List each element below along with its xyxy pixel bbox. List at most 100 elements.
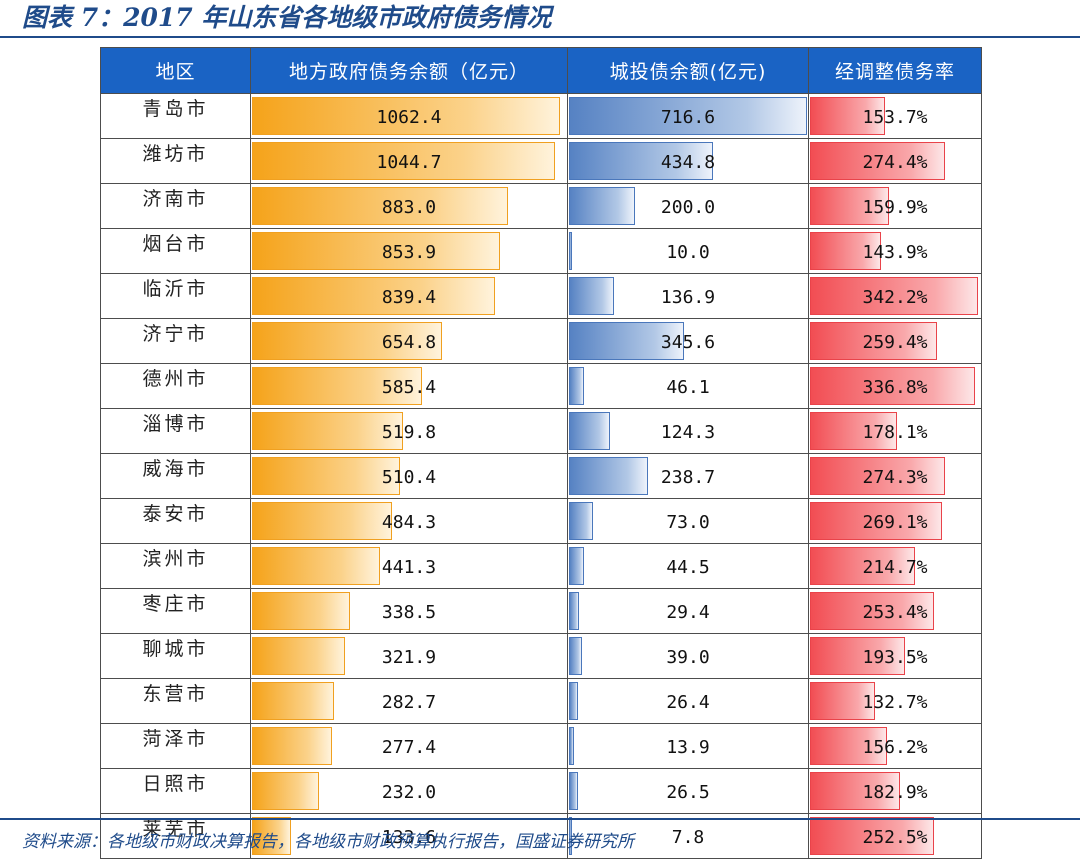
- gov-debt-cell: 1044.7: [250, 138, 568, 184]
- gov-debt-bar: [252, 817, 291, 855]
- table-row: 泰安市 484.3 73.0 269.1%: [100, 498, 982, 544]
- debt-ratio-cell: 259.4%: [808, 318, 982, 364]
- region-cell: 临沂市: [100, 273, 251, 319]
- chengtou-debt-bar: [569, 727, 574, 765]
- gov-debt-value: 232.0: [381, 782, 437, 803]
- chengtou-debt-value: 238.7: [660, 467, 716, 488]
- chengtou-debt-bar: [569, 97, 807, 135]
- debt-ratio-cell: 342.2%: [808, 273, 982, 319]
- debt-ratio-cell: 132.7%: [808, 678, 982, 724]
- debt-ratio-value: 193.5%: [862, 647, 928, 668]
- debt-ratio-value: 156.2%: [862, 737, 928, 758]
- debt-ratio-cell: 143.9%: [808, 228, 982, 274]
- gov-debt-bar: [252, 502, 392, 540]
- region-cell: 济南市: [100, 183, 251, 229]
- gov-debt-value: 321.9: [381, 647, 437, 668]
- chengtou-debt-cell: 200.0: [567, 183, 809, 229]
- gov-debt-value: 510.4: [381, 467, 437, 488]
- chengtou-debt-value: 26.5: [666, 782, 710, 803]
- gov-debt-value: 853.9: [381, 242, 437, 263]
- chengtou-debt-value: 44.5: [666, 557, 710, 578]
- chengtou-debt-cell: 73.0: [567, 498, 809, 544]
- table-row: 威海市 510.4 238.7 274.3%: [100, 453, 982, 499]
- region-cell: 泰安市: [100, 498, 251, 544]
- debt-ratio-value: 159.9%: [862, 197, 928, 218]
- region-cell: 德州市: [100, 363, 251, 409]
- gov-debt-cell: 277.4: [250, 723, 568, 769]
- debt-ratio-cell: 252.5%: [808, 813, 982, 859]
- debt-ratio-bar: [810, 772, 900, 810]
- debt-ratio-bar: [810, 232, 881, 270]
- debt-ratio-value: 132.7%: [862, 692, 928, 713]
- debt-ratio-cell: 159.9%: [808, 183, 982, 229]
- chengtou-debt-cell: 7.8: [567, 813, 809, 859]
- chengtou-debt-bar: [569, 502, 593, 540]
- table-row: 青岛市 1062.4 716.6 153.7%: [100, 93, 982, 139]
- chengtou-debt-cell: 26.4: [567, 678, 809, 724]
- chengtou-debt-cell: 26.5: [567, 768, 809, 814]
- gov-debt-value: 1044.7: [376, 152, 442, 173]
- chengtou-debt-bar: [569, 187, 635, 225]
- debt-ratio-bar: [810, 502, 942, 540]
- header-region: 地区: [100, 47, 251, 94]
- gov-debt-bar: [252, 637, 345, 675]
- chengtou-debt-value: 26.4: [666, 692, 710, 713]
- debt-ratio-value: 259.4%: [862, 332, 928, 353]
- debt-ratio-cell: 193.5%: [808, 633, 982, 679]
- region-cell: 烟台市: [100, 228, 251, 274]
- chengtou-debt-value: 73.0: [666, 512, 710, 533]
- table-row: 淄博市 519.8 124.3 178.1%: [100, 408, 982, 454]
- chengtou-debt-value: 345.6: [660, 332, 716, 353]
- gov-debt-bar: [252, 457, 400, 495]
- header-gov-debt: 地方政府债务余额（亿元）: [250, 47, 568, 94]
- chengtou-debt-bar: [569, 457, 648, 495]
- chengtou-debt-cell: 39.0: [567, 633, 809, 679]
- debt-ratio-value: 182.9%: [862, 782, 928, 803]
- debt-ratio-value: 252.5%: [862, 827, 928, 848]
- debt-ratio-cell: 336.8%: [808, 363, 982, 409]
- gov-debt-bar: [252, 592, 350, 630]
- table-row: 日照市 232.0 26.5 182.9%: [100, 768, 982, 814]
- gov-debt-bar: [252, 772, 319, 810]
- table-row: 莱芜市 133.6 7.8 252.5%: [100, 813, 982, 859]
- region-cell: 淄博市: [100, 408, 251, 454]
- chengtou-debt-value: 13.9: [666, 737, 710, 758]
- region-cell: 日照市: [100, 768, 251, 814]
- debt-ratio-bar: [810, 412, 897, 450]
- region-cell: 东营市: [100, 678, 251, 724]
- gov-debt-cell: 585.4: [250, 363, 568, 409]
- debt-ratio-bar: [810, 277, 978, 315]
- chengtou-debt-cell: 44.5: [567, 543, 809, 589]
- table-row: 聊城市 321.9 39.0 193.5%: [100, 633, 982, 679]
- gov-debt-bar: [252, 367, 422, 405]
- gov-debt-value: 441.3: [381, 557, 437, 578]
- debt-ratio-value: 336.8%: [862, 377, 928, 398]
- table-row: 东营市 282.7 26.4 132.7%: [100, 678, 982, 724]
- region-cell: 济宁市: [100, 318, 251, 364]
- debt-ratio-bar: [810, 187, 889, 225]
- chengtou-debt-bar: [569, 142, 713, 180]
- chengtou-debt-cell: 10.0: [567, 228, 809, 274]
- debt-ratio-bar: [810, 457, 945, 495]
- header-chengtou-debt: 城投债余额(亿元): [567, 47, 809, 94]
- figure-title: 图表 7：2017 年山东省各地级市政府债务情况: [22, 3, 552, 32]
- chengtou-debt-bar: [569, 367, 584, 405]
- gov-debt-cell: 484.3: [250, 498, 568, 544]
- debt-ratio-cell: 274.4%: [808, 138, 982, 184]
- gov-debt-value: 839.4: [381, 287, 437, 308]
- gov-debt-cell: 1062.4: [250, 93, 568, 139]
- debt-ratio-bar: [810, 322, 937, 360]
- chengtou-debt-cell: 124.3: [567, 408, 809, 454]
- chengtou-debt-cell: 345.6: [567, 318, 809, 364]
- chengtou-debt-cell: 238.7: [567, 453, 809, 499]
- source-note: 资料来源：各地级市财政决算报告，各地级市财政预算执行报告，国盛证券研究所: [22, 832, 634, 852]
- gov-debt-cell: 839.4: [250, 273, 568, 319]
- debt-ratio-bar: [810, 547, 915, 585]
- debt-ratio-value: 214.7%: [862, 557, 928, 578]
- table-row: 烟台市 853.9 10.0 143.9%: [100, 228, 982, 274]
- gov-debt-value: 282.7: [381, 692, 437, 713]
- table-row: 济宁市 654.8 345.6 259.4%: [100, 318, 982, 364]
- chengtou-debt-cell: 716.6: [567, 93, 809, 139]
- table-row: 潍坊市 1044.7 434.8 274.4%: [100, 138, 982, 184]
- table-row: 滨州市 441.3 44.5 214.7%: [100, 543, 982, 589]
